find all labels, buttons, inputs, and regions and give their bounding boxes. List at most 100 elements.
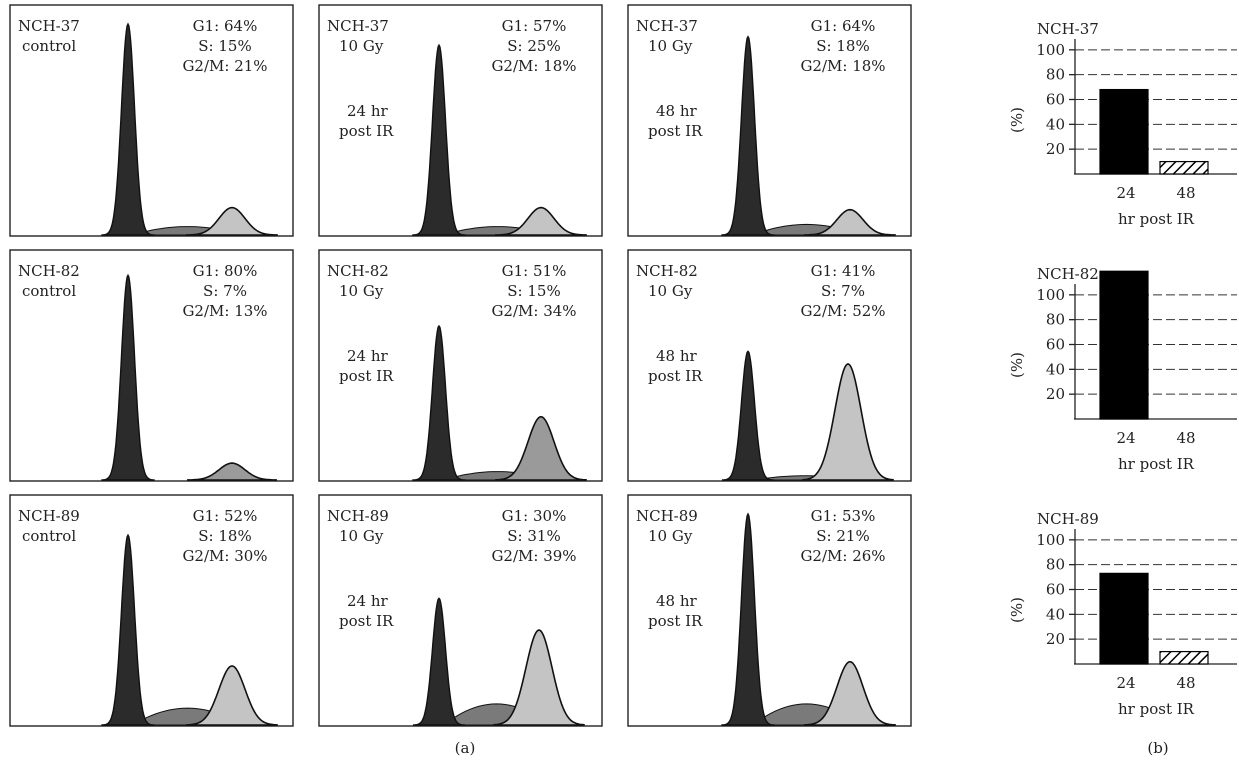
- timepoint-sub-label: post IR: [339, 612, 394, 630]
- g1-percent: G1: 57%: [502, 17, 567, 35]
- condition-label: control: [22, 37, 76, 55]
- condition-label: 10 Gy: [339, 282, 384, 300]
- g2m-peak: [186, 665, 278, 726]
- g2m-percent: G2/M: 39%: [491, 547, 576, 565]
- s-percent: S: 25%: [507, 37, 560, 55]
- y-tick-label: 60: [1046, 336, 1065, 354]
- y-tick-label: 100: [1036, 286, 1065, 304]
- bar-24hr: [1099, 270, 1149, 420]
- timepoint-label: 24 hr: [347, 102, 389, 120]
- g1-percent: G1: 80%: [193, 262, 258, 280]
- y-tick-label: 20: [1046, 385, 1065, 403]
- g2m-percent: G2/M: 13%: [182, 302, 267, 320]
- g2m-percent: G2/M: 34%: [491, 302, 576, 320]
- s-percent: S: 7%: [203, 282, 247, 300]
- g1-peak: [721, 350, 775, 481]
- g2m-percent: G2/M: 30%: [182, 547, 267, 565]
- y-tick-label: 40: [1046, 115, 1065, 133]
- g2m-percent: G2/M: 26%: [800, 547, 885, 565]
- s-percent: S: 21%: [816, 527, 869, 545]
- x-axis-label: hr post IR: [1118, 700, 1195, 718]
- panel-a-histograms: NCH-37 control G1: 64% S: 15% G2/M: 21% NCH-3…: [9, 4, 912, 727]
- g1-percent: G1: 41%: [811, 262, 876, 280]
- s-percent: S: 18%: [198, 527, 251, 545]
- s-percent: S: 15%: [198, 37, 251, 55]
- condition-label: 10 Gy: [648, 37, 693, 55]
- g2m-peak: [495, 206, 587, 236]
- figure-label-a: (a): [455, 739, 476, 757]
- s-percent: S: 18%: [816, 37, 869, 55]
- histogram-panel: NCH-89 10 Gy 24 hr post IR G1: 30% S: 31% G2/M…: [318, 494, 603, 727]
- y-axis-label: (%): [1008, 352, 1026, 378]
- x-tick-label: 48: [1176, 429, 1195, 447]
- condition-label: control: [22, 527, 76, 545]
- timepoint-sub-label: post IR: [648, 367, 703, 385]
- y-tick-label: 40: [1046, 360, 1065, 378]
- x-tick-label: 48: [1176, 674, 1195, 692]
- g2m-percent: G2/M: 18%: [800, 57, 885, 75]
- g1-peak: [101, 273, 155, 481]
- x-tick-label: 24: [1116, 674, 1135, 692]
- g2m-peak: [804, 660, 896, 726]
- y-axis-label: (%): [1008, 107, 1026, 133]
- g2m-peak: [802, 362, 894, 481]
- g1-peak: [721, 35, 775, 236]
- y-tick-label: 80: [1046, 311, 1065, 329]
- g2m-peak: [493, 629, 585, 726]
- g1-percent: G1: 53%: [811, 507, 876, 525]
- cell-line-label: NCH-82: [18, 262, 80, 280]
- histogram-panel: NCH-89 control G1: 52% S: 18% G2/M: 30%: [9, 494, 294, 727]
- cell-line-label: NCH-37: [18, 17, 80, 35]
- g1-peak: [101, 22, 155, 236]
- g1-percent: G1: 64%: [193, 17, 258, 35]
- bar-chart-title: NCH-82: [1037, 265, 1099, 283]
- condition-label: control: [22, 282, 76, 300]
- histogram-panel: NCH-82 10 Gy 24 hr post IR G1: 51% S: 15% G2/M…: [318, 249, 603, 482]
- bar-24hr: [1099, 572, 1149, 665]
- timepoint-sub-label: post IR: [648, 122, 703, 140]
- y-tick-label: 100: [1036, 41, 1065, 59]
- histogram-panel: NCH-89 10 Gy 48 hr post IR G1: 53% S: 21% G2/M…: [627, 494, 912, 727]
- condition-label: 10 Gy: [339, 527, 384, 545]
- bar-24hr: [1099, 88, 1149, 175]
- histogram-panel: NCH-37 10 Gy 24 hr post IR G1: 57% S: 25% G2/M…: [318, 4, 603, 237]
- condition-label: 10 Gy: [648, 282, 693, 300]
- bar-chart: NCH-89 20 40 60 80 100 24 48 hr post IR (%): [1008, 510, 1237, 718]
- bar-48hr: [1159, 650, 1209, 665]
- histogram-panel: NCH-82 10 Gy 48 hr post IR G1: 41% S: 7% G2/M:…: [627, 249, 912, 482]
- g2m-peak: [186, 462, 278, 481]
- s-percent: S: 7%: [821, 282, 865, 300]
- y-tick-label: 60: [1046, 581, 1065, 599]
- histogram-frame: [9, 494, 294, 727]
- cell-line-label: NCH-37: [327, 17, 389, 35]
- timepoint-label: 48 hr: [656, 347, 698, 365]
- panel-b-bar-charts: NCH-37 20 40 60 80 100 24 48 hr post IR (%) NCH-82…: [1008, 20, 1237, 718]
- timepoint-sub-label: post IR: [339, 367, 394, 385]
- g1-peak: [101, 533, 155, 726]
- cell-line-label: NCH-89: [327, 507, 389, 525]
- y-tick-label: 40: [1046, 605, 1065, 623]
- g1-peak: [412, 43, 466, 236]
- x-tick-label: 48: [1176, 184, 1195, 202]
- cell-line-label: NCH-82: [636, 262, 698, 280]
- timepoint-label: 24 hr: [347, 347, 389, 365]
- g1-percent: G1: 64%: [811, 17, 876, 35]
- y-tick-label: 80: [1046, 66, 1065, 84]
- cell-line-label: NCH-82: [327, 262, 389, 280]
- histogram-panel: NCH-82 control G1: 80% S: 7% G2/M: 13%: [9, 249, 294, 482]
- timepoint-label: 48 hr: [656, 592, 698, 610]
- g1-peak: [721, 512, 775, 726]
- s-percent: S: 15%: [507, 282, 560, 300]
- g2m-peak: [186, 206, 278, 236]
- timepoint-sub-label: post IR: [648, 612, 703, 630]
- g1-percent: G1: 30%: [502, 507, 567, 525]
- x-tick-label: 24: [1116, 429, 1135, 447]
- g1-percent: G1: 52%: [193, 507, 258, 525]
- y-tick-label: 20: [1046, 630, 1065, 648]
- bar-chart: NCH-82 20 40 60 80 100 24 48 hr post IR (%): [1008, 265, 1237, 473]
- bar-chart-title: NCH-37: [1037, 20, 1099, 38]
- g2m-percent: G2/M: 21%: [182, 57, 267, 75]
- timepoint-sub-label: post IR: [339, 122, 394, 140]
- condition-label: 10 Gy: [339, 37, 384, 55]
